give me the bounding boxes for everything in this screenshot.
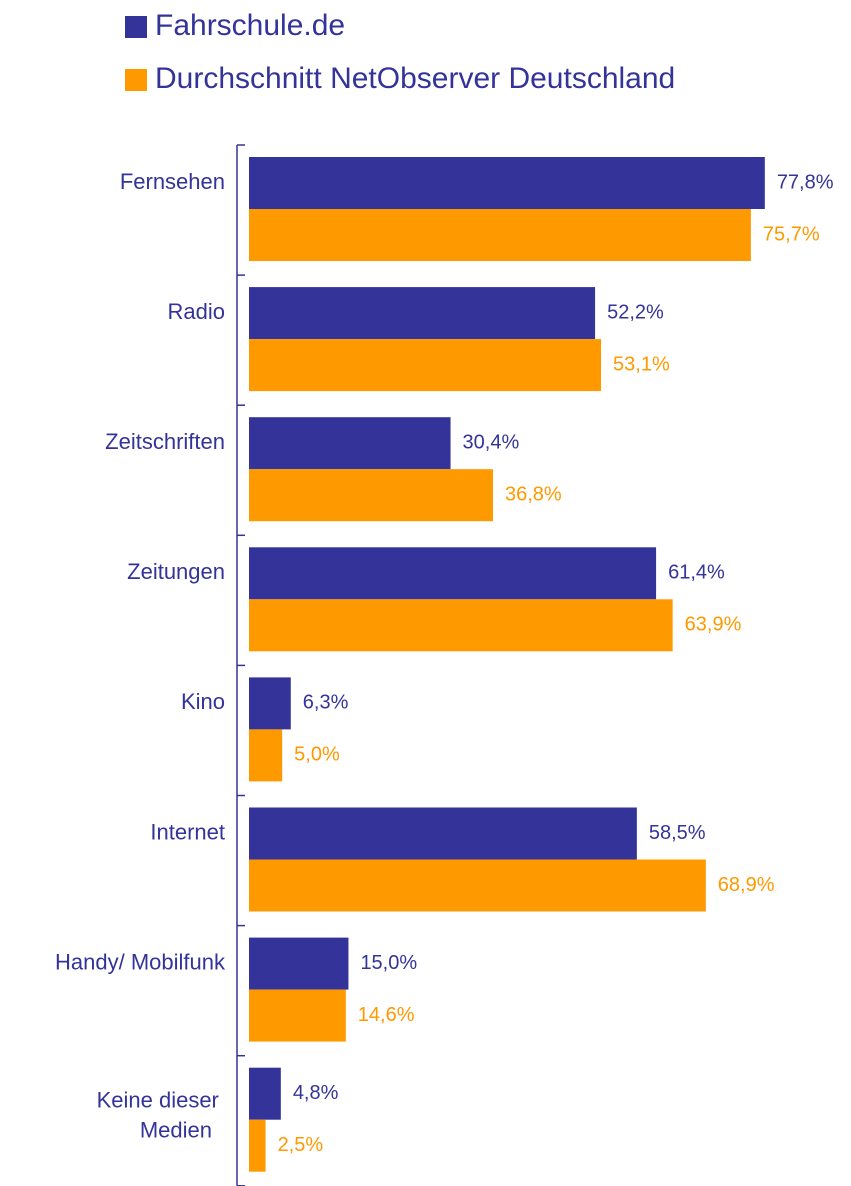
value-label: 15,0% <box>360 952 417 974</box>
value-label: 14,6% <box>358 1004 415 1026</box>
category-label: Zeitungen <box>127 559 225 584</box>
category-label: Handy/ Mobilfunk <box>55 949 226 974</box>
bar <box>249 729 283 782</box>
value-label: 4,8% <box>293 1082 339 1104</box>
bar <box>249 1067 281 1120</box>
value-label: 52,2% <box>607 301 664 323</box>
value-label: 30,4% <box>463 431 520 453</box>
legend-label: Fahrschule.de <box>155 9 345 42</box>
value-label: 2,5% <box>278 1134 324 1156</box>
bar <box>249 599 673 652</box>
bar <box>249 1119 266 1172</box>
value-label: 75,7% <box>763 223 820 245</box>
bar <box>249 209 751 261</box>
value-label: 61,4% <box>668 562 725 584</box>
category-label: Internet <box>150 819 225 844</box>
value-label: 53,1% <box>613 353 670 375</box>
bar <box>249 469 493 522</box>
bar <box>249 339 602 392</box>
legend-label: Durchschnitt NetObserver Deutschland <box>155 62 675 95</box>
bar <box>249 547 657 600</box>
value-label: 68,9% <box>718 874 775 896</box>
value-label: 77,8% <box>777 171 834 193</box>
category-label: Keine dieser Medien <box>97 1088 225 1143</box>
bar <box>249 677 291 730</box>
category-label: Fernsehen <box>120 169 225 194</box>
bar <box>249 989 346 1042</box>
value-label: 63,9% <box>685 614 742 636</box>
legend-swatch <box>125 69 147 91</box>
value-label: 58,5% <box>649 822 706 844</box>
category-label: Zeitschriften <box>105 429 225 454</box>
bar <box>249 859 706 912</box>
category-label: Radio <box>168 299 225 324</box>
category-label: Kino <box>181 689 225 714</box>
value-label: 5,0% <box>294 744 340 766</box>
bar <box>249 157 765 209</box>
bar <box>249 287 596 340</box>
bar <box>249 807 637 860</box>
value-label: 6,3% <box>303 692 349 714</box>
bar <box>249 417 451 470</box>
legend-swatch <box>125 16 147 38</box>
bar <box>249 937 349 990</box>
value-label: 36,8% <box>505 483 562 505</box>
